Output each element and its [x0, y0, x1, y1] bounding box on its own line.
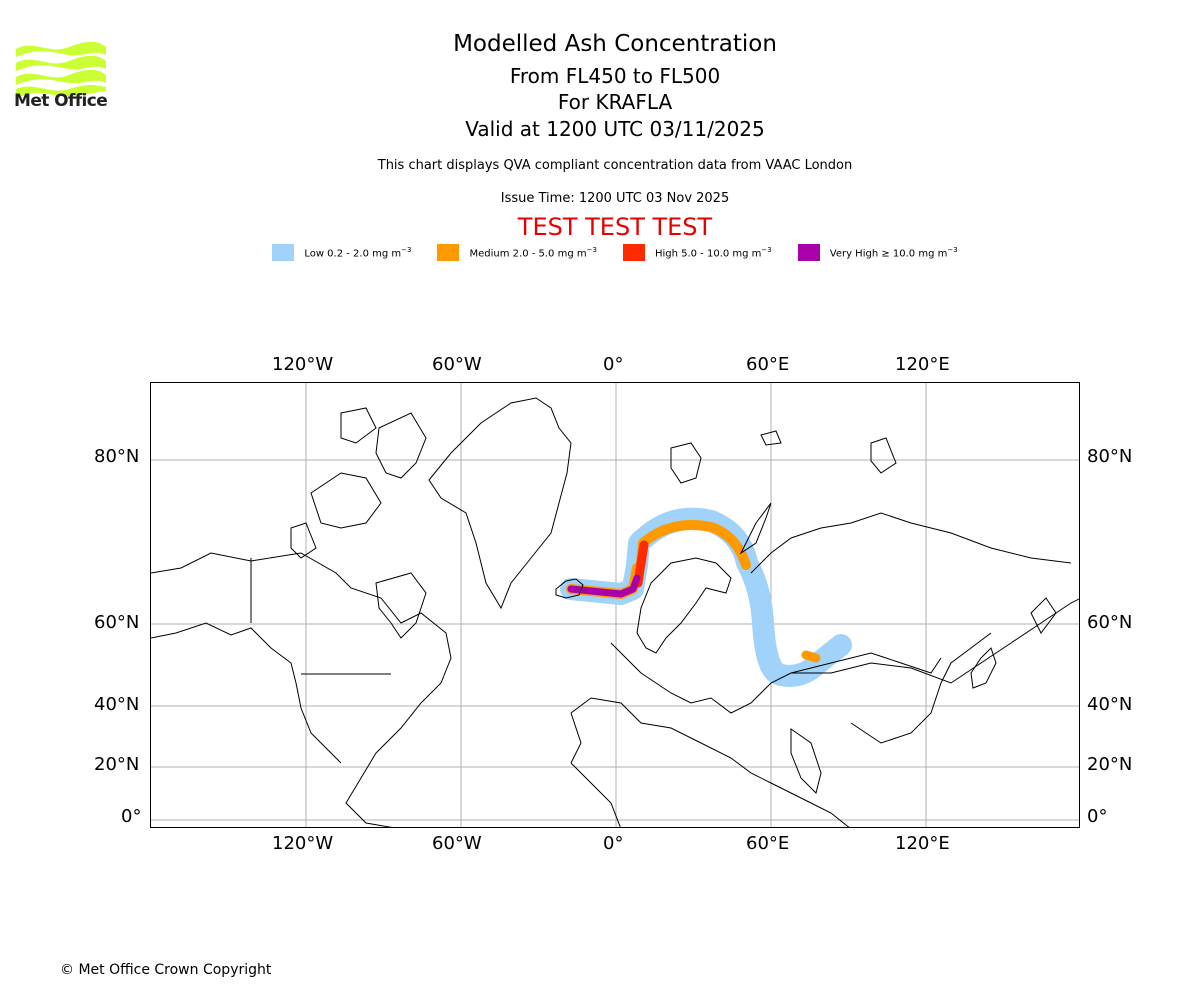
legend-label-high: High 5.0 - 10.0 mg m — [654, 248, 762, 260]
lat-tick-right-20n: 20°N — [1087, 754, 1133, 775]
legend-label-medium: Medium 2.0 - 5.0 mg m — [469, 248, 587, 260]
legend-swatch-high — [622, 244, 645, 261]
lon-tick-top-120e: 120°E — [895, 354, 950, 375]
legend-item-very-high: Very High ≥ 10.0 mg m−3 — [797, 244, 958, 261]
map-canvas — [151, 383, 1079, 827]
legend-swatch-very-high — [797, 244, 820, 261]
lon-tick-bottom-60e: 60°E — [746, 833, 790, 854]
volcano-name: For KRAFLA — [557, 90, 673, 114]
met-office-logo-text: Met Office — [14, 91, 108, 111]
lon-tick-top-120w: 120°W — [272, 354, 334, 375]
chart-title: Modelled Ash Concentration — [453, 31, 777, 57]
lon-tick-bottom-0: 0° — [603, 833, 624, 854]
legend-label-very-high: Very High ≥ 10.0 mg m — [829, 248, 948, 260]
legend-item-medium: Medium 2.0 - 5.0 mg m−3 — [437, 244, 597, 261]
lat-tick-left-40n: 40°N — [94, 694, 140, 715]
lat-tick-left-0: 0° — [121, 806, 142, 827]
lat-tick-right-60n: 60°N — [1087, 612, 1133, 633]
legend-item-high: High 5.0 - 10.0 mg m−3 — [622, 244, 772, 261]
legend-item-low: Low 0.2 - 2.0 mg m−3 — [272, 244, 411, 261]
copyright: © Met Office Crown Copyright — [60, 962, 272, 978]
lon-tick-bottom-120e: 120°E — [895, 833, 950, 854]
legend-label-low: Low 0.2 - 2.0 mg m — [304, 248, 402, 260]
legend: Low 0.2 - 2.0 mg m−3 Medium 2.0 - 5.0 mg… — [0, 244, 1200, 261]
chart-description: This chart displays QVA compliant concen… — [377, 158, 853, 173]
lon-tick-bottom-60w: 60°W — [432, 833, 482, 854]
valid-time: Valid at 1200 UTC 03/11/2025 — [465, 117, 765, 141]
issue-time: Issue Time: 1200 UTC 03 Nov 2025 — [500, 191, 730, 206]
legend-swatch-low — [272, 244, 295, 261]
lat-tick-right-0: 0° — [1087, 806, 1108, 827]
lon-tick-top-0: 0° — [603, 354, 624, 375]
lon-tick-top-60w: 60°W — [432, 354, 482, 375]
map-panel[interactable] — [150, 382, 1080, 828]
met-office-logo-waves-icon — [16, 41, 106, 99]
test-banner: TEST TEST TEST — [517, 213, 713, 241]
legend-swatch-medium — [437, 244, 460, 261]
ash-plume — [560, 507, 852, 687]
lat-tick-left-20n: 20°N — [94, 754, 140, 775]
lat-tick-left-60n: 60°N — [94, 612, 140, 633]
lat-tick-right-40n: 40°N — [1087, 694, 1133, 715]
lon-tick-bottom-120w: 120°W — [272, 833, 334, 854]
gridlines — [151, 383, 1079, 827]
flight-levels: From FL450 to FL500 — [509, 64, 721, 88]
lat-tick-right-80n: 80°N — [1087, 446, 1133, 467]
lon-tick-top-60e: 60°E — [746, 354, 790, 375]
coastlines — [151, 397, 1079, 827]
lat-tick-left-80n: 80°N — [94, 446, 140, 467]
